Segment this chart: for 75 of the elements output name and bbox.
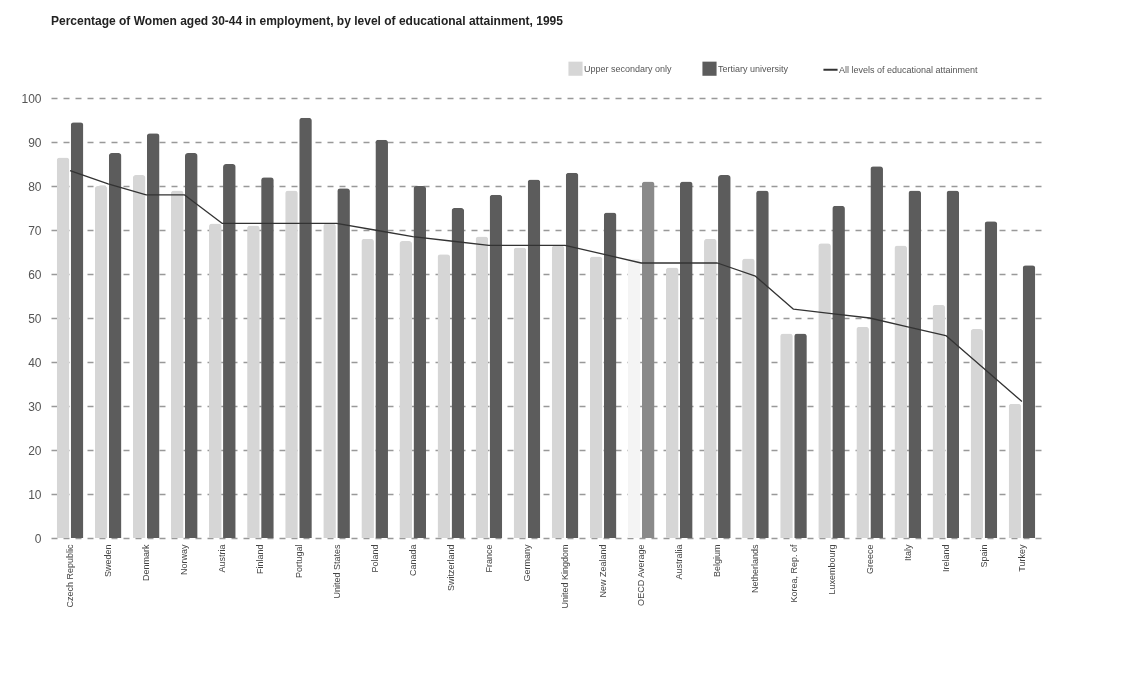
x-tick-label: Netherlands: [750, 544, 761, 594]
x-tick-label: Germany: [521, 544, 532, 582]
bar: [946, 190, 960, 538]
y-tick-label: 30: [28, 399, 42, 414]
bar: [94, 186, 108, 538]
bar: [413, 186, 427, 538]
y-tick-label: 90: [28, 135, 42, 150]
bar: [589, 256, 603, 538]
x-tick-label: Korea, Rep. of: [788, 544, 799, 603]
bar: [627, 258, 641, 538]
x-tick-label: Switzerland: [445, 544, 456, 592]
bar: [437, 254, 451, 538]
y-tick-label: 80: [28, 179, 42, 194]
x-tick-label: Finland: [255, 544, 266, 575]
bar: [1022, 265, 1036, 538]
bar: [551, 245, 565, 538]
x-tick-label: Italy: [902, 544, 913, 562]
x-tick-label: United Kingdom: [560, 544, 571, 609]
x-tick-label: Canada: [407, 544, 418, 577]
bar: [718, 175, 731, 538]
bar: [527, 179, 541, 538]
x-tick-label: Ireland: [940, 544, 951, 573]
bar: [146, 133, 160, 538]
x-tick-label: Sweden: [103, 544, 114, 578]
legend-label: Upper secondary only: [584, 63, 673, 74]
bar: [475, 236, 489, 538]
y-tick-label: 70: [28, 223, 42, 238]
y-tick-label: 50: [28, 311, 42, 326]
bar: [679, 181, 693, 538]
legend-label: Tertiary university: [718, 63, 789, 74]
y-tick-label: 100: [21, 91, 42, 106]
x-tick-label: Austria: [217, 544, 228, 573]
x-tick-label: Turkey: [1016, 544, 1027, 572]
x-tick-label: Belgium: [712, 544, 723, 578]
x-tick-label: Spain: [978, 544, 989, 568]
x-tick-label: Luxembourg: [826, 544, 837, 595]
bar: [132, 175, 146, 538]
bar: [665, 267, 679, 538]
legend-label: All levels of educational attainment: [839, 64, 979, 75]
bar: [970, 329, 984, 538]
y-tick-label: 0: [34, 531, 42, 546]
bar: [399, 241, 413, 538]
bar: [56, 157, 70, 538]
bar: [70, 122, 84, 538]
y-tick-label: 40: [28, 355, 42, 370]
x-tick-label: Australia: [674, 544, 685, 580]
y-tick-label: 20: [28, 443, 42, 458]
bar: [932, 304, 946, 538]
x-tick-label: Greece: [864, 544, 875, 575]
bar: [984, 221, 998, 538]
bar: [184, 153, 198, 538]
x-tick-label: Poland: [369, 544, 380, 573]
bar: [603, 212, 617, 538]
bar: [894, 245, 908, 538]
x-tick-label: Denmark: [141, 544, 152, 582]
bar: [908, 190, 922, 538]
x-tick-label: Czech Republic: [65, 544, 76, 608]
bar: [489, 194, 503, 538]
x-tick-label: OECD Average: [636, 544, 647, 606]
x-tick-label: Norway: [179, 544, 190, 576]
bar: [451, 208, 465, 538]
bar: [108, 153, 122, 538]
x-tick-label: Portugal: [293, 544, 304, 579]
x-tick-label: United States: [331, 544, 342, 599]
bar: [565, 172, 579, 538]
line-series: [69, 169, 1023, 403]
y-tick-label: 60: [28, 267, 42, 282]
x-tick-label: France: [483, 544, 494, 573]
x-tick-label: New Zealand: [598, 544, 609, 598]
y-tick-label: 10: [28, 487, 42, 502]
bar: [513, 247, 527, 538]
bar: [170, 190, 184, 538]
bar: [641, 181, 655, 538]
bar: [1008, 403, 1022, 538]
chart-title: Percentage of Women aged 30-44 in employment, by level of educational attainment, 1995: [51, 14, 564, 28]
